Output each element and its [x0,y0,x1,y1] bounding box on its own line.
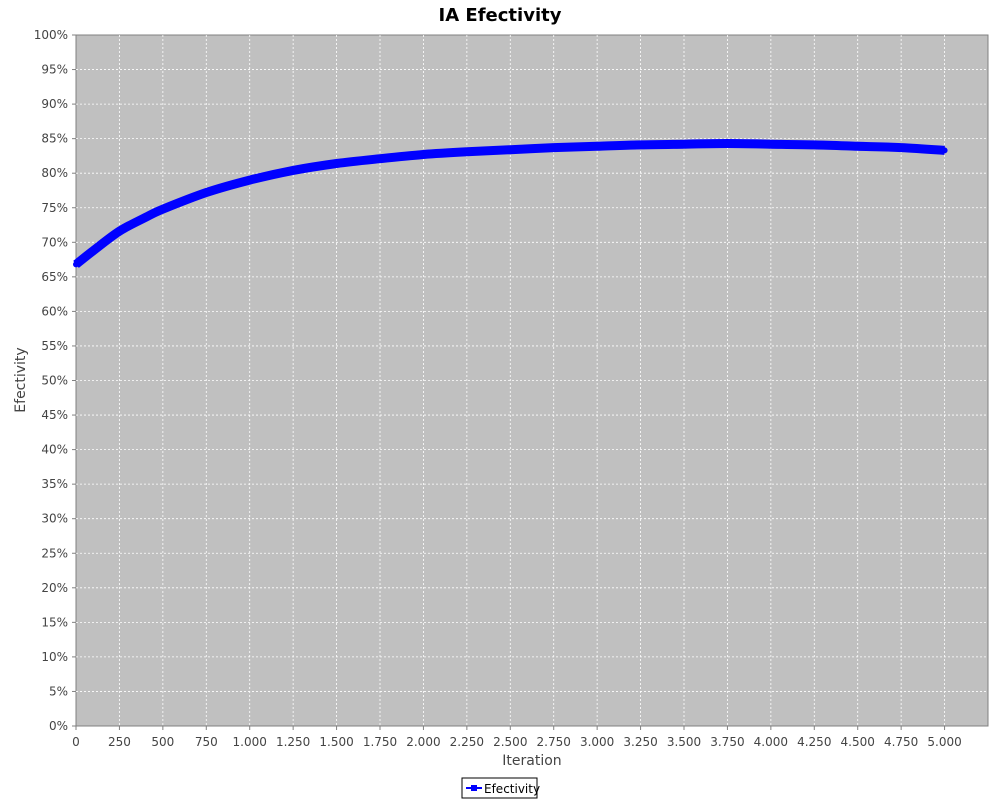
data-point [898,144,905,151]
data-point [203,189,210,196]
x-tick-label: 4.000 [754,735,788,749]
chart-title: IA Efectivity [439,5,562,26]
data-point [550,144,557,151]
y-tick-label: 75% [41,201,68,215]
data-point [507,146,514,153]
x-tick-label: 3.500 [667,735,701,749]
grid-lines [76,35,988,726]
data-point [811,141,818,148]
x-tick-label: 250 [108,735,131,749]
data-point [724,140,731,147]
x-tick-label: 2.250 [450,735,484,749]
x-tick-label: 3.250 [623,735,657,749]
x-tick-label: 4.750 [884,735,918,749]
y-tick-label: 20% [41,581,68,595]
data-point [377,155,383,162]
data-point [854,143,861,150]
y-tick-label: 10% [41,650,68,664]
y-tick-label: 35% [41,477,68,491]
x-tick-label: 1.000 [233,735,267,749]
y-axis: 0% 5% 10% 15% 20% 25% 30% 35% 40% 45% 50% 55% 60% 65%… [34,28,76,733]
y-tick-label: 85% [41,132,68,146]
data-point [159,206,166,213]
data-point [420,151,427,158]
y-tick-label: 15% [41,615,68,629]
x-tick-label: 500 [151,735,174,749]
x-tick-label: 3.750 [710,735,744,749]
y-tick-label: 60% [41,304,68,318]
x-axis-title: Iteration [502,753,561,769]
data-point [941,147,948,154]
legend-entry-efectivity: Efectivity [484,782,540,796]
x-axis: 0 250 500 750 1.000 1.250 1.500 1.750 2.000 2.250… [72,726,962,749]
y-tick-label: 40% [41,443,68,457]
data-point [73,261,79,268]
x-tick-label: 0 [72,735,80,749]
x-tick-label: 3.000 [580,735,614,749]
legend-square-marker [471,785,477,791]
y-tick-label: 90% [41,97,68,111]
x-tick-label: 750 [195,735,218,749]
y-tick-label: 25% [41,546,68,560]
y-tick-label: 55% [41,339,68,353]
legend-box [461,777,538,799]
y-tick-label: 5% [49,684,68,698]
data-point [290,167,297,174]
data-point [681,141,687,148]
x-tick-label: 1.250 [276,735,310,749]
x-tick-label: 2.750 [537,735,571,749]
x-tick-label: 5.000 [927,735,961,749]
y-tick-label: 30% [41,512,68,526]
y-tick-label: 95% [41,63,68,77]
y-tick-label: 100% [34,28,68,42]
y-tick-label: 80% [41,166,68,180]
y-tick-label: 50% [41,374,68,388]
y-tick-label: 45% [41,408,68,422]
y-tick-label: 70% [41,235,68,249]
data-point [116,228,123,235]
data-point [637,141,644,148]
y-tick-label: 65% [41,270,68,284]
legend: Efectivity [461,777,540,799]
data-point [246,177,253,184]
data-point [767,141,774,148]
x-tick-label: 2.500 [493,735,527,749]
y-axis-title: Efectivity [13,347,29,412]
x-tick-label: 1.500 [319,735,353,749]
y-tick-label: 0% [49,719,68,733]
data-point [90,247,97,254]
x-tick-label: 1.750 [363,735,397,749]
x-tick-label: 4.250 [797,735,831,749]
data-point [142,214,149,221]
series-layer [73,139,948,268]
data-point [594,143,601,150]
x-tick-label: 2.000 [406,735,440,749]
x-tick-label: 4.500 [841,735,875,749]
data-point [333,160,340,167]
data-point [463,148,470,155]
